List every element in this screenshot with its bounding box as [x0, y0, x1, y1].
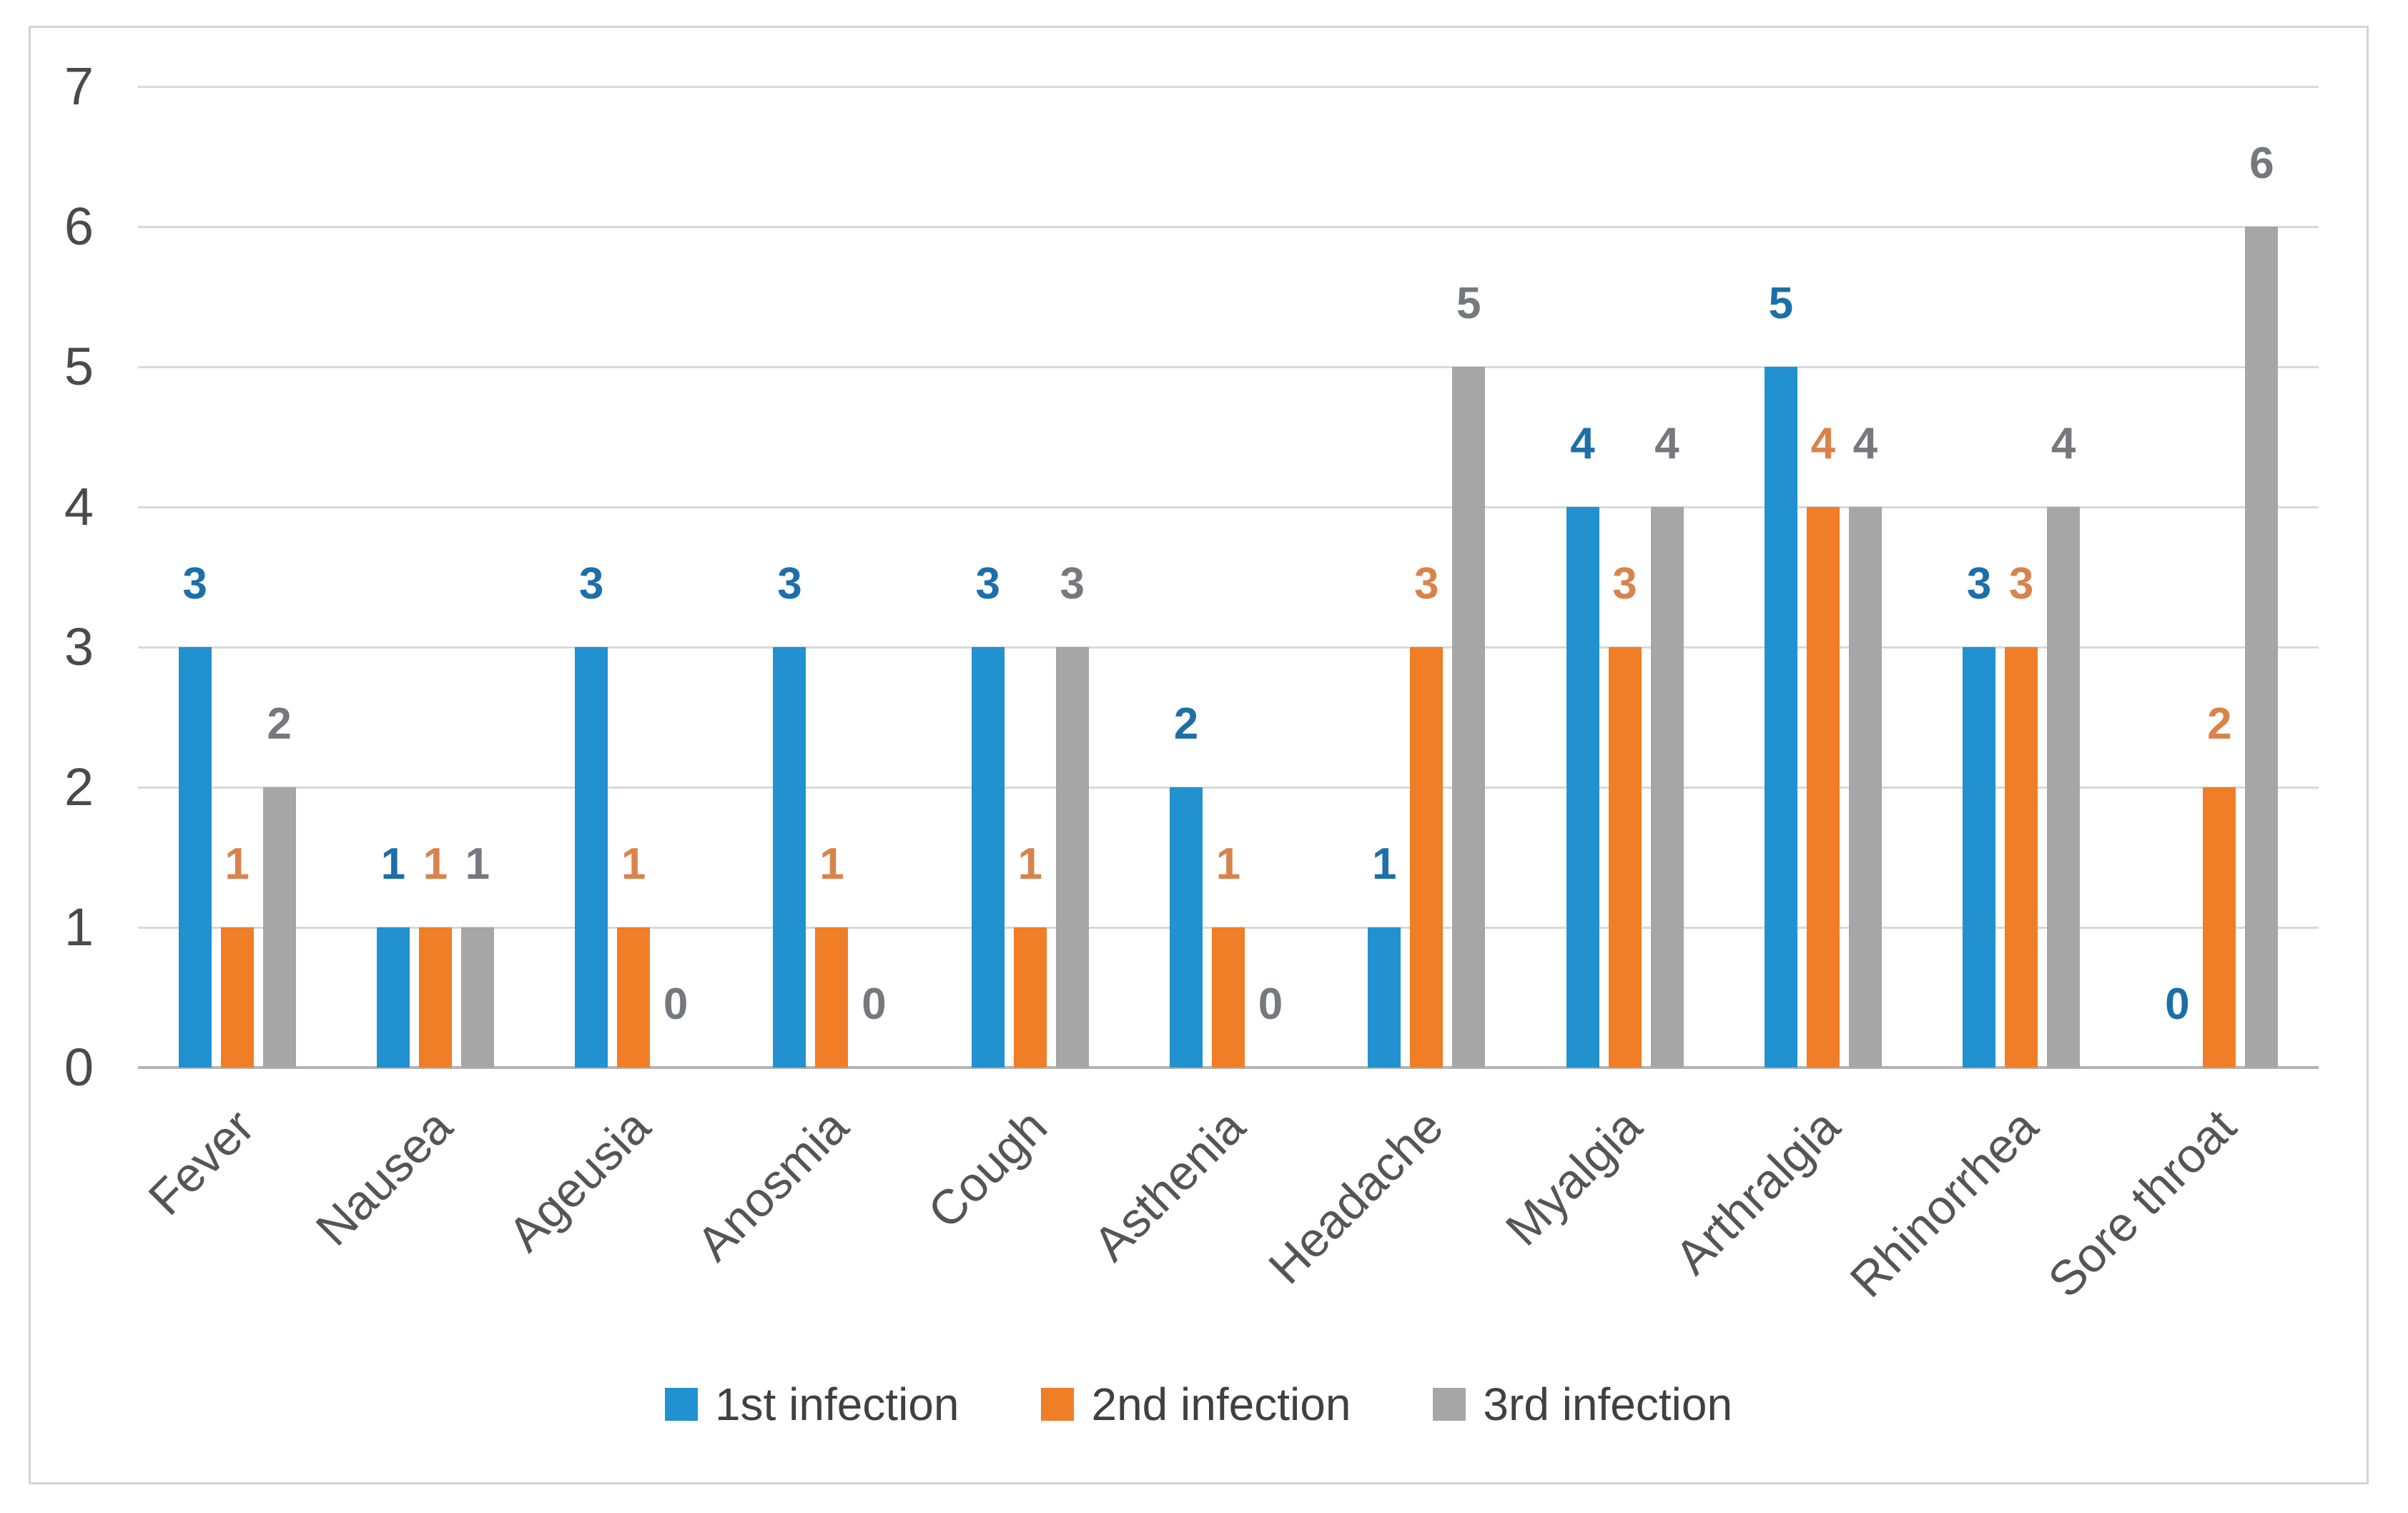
- bar-data-label: 1: [380, 839, 406, 889]
- bar-1st-infection-myalgia: [1566, 507, 1599, 1068]
- y-tick-label: 6: [64, 197, 94, 256]
- bar-3rd-infection-fever: [262, 787, 296, 1068]
- chart-frame: 0 1 2 3 4 5 6 7 3 1 2 Fever 1 1 1 Nausea 3 1 0 Ageusia 3 1 0 An…: [29, 26, 2369, 1484]
- bar-data-label: 3: [2008, 559, 2034, 608]
- bar-1st-infection-anosmia: [773, 647, 806, 1068]
- bar-data-label: 4: [1570, 419, 1595, 468]
- bar-data-label: 1: [1215, 839, 1241, 889]
- bar-data-label: 3: [1060, 559, 1085, 608]
- legend-item: 1st infection: [664, 1378, 959, 1431]
- bar-data-label: 1: [423, 839, 448, 889]
- bar-data-label: 0: [663, 980, 689, 1029]
- bar-data-label: 4: [1852, 419, 1878, 468]
- bar-1st-infection-asthenia: [1170, 787, 1203, 1068]
- legend-marker-icon: [664, 1388, 698, 1421]
- bar-1st-infection-nausea: [376, 927, 410, 1068]
- gridline: [138, 86, 2319, 88]
- bar-data-label: 1: [1372, 839, 1397, 889]
- bar-3rd-infection-rhinorrhea: [2047, 507, 2081, 1068]
- bar-data-label: 5: [1456, 279, 1481, 328]
- bar-data-label: 4: [1654, 419, 1679, 468]
- gridline: [138, 787, 2319, 789]
- bar-data-label: 4: [2051, 419, 2076, 468]
- bar-data-label: 0: [1258, 980, 1283, 1029]
- bar-data-label: 1: [224, 839, 250, 889]
- bar-3rd-infection-nausea: [460, 927, 494, 1068]
- legend-label: 2nd infection: [1091, 1379, 1351, 1430]
- y-tick-label: 7: [64, 56, 94, 116]
- bar-data-label: 3: [777, 559, 802, 608]
- bar-2nd-infection-anosmia: [815, 927, 849, 1068]
- legend-item: 2nd infection: [1041, 1378, 1351, 1431]
- bar-data-label: 3: [578, 559, 604, 608]
- bar-2nd-infection-asthenia: [1212, 927, 1245, 1068]
- bar-2nd-infection-cough: [1013, 927, 1047, 1068]
- bar-data-label: 1: [621, 839, 646, 889]
- bar-data-label: 3: [1966, 559, 1992, 608]
- x-axis-line: [138, 1066, 2319, 1069]
- bar-data-label: 1: [819, 839, 844, 889]
- bar-data-label: 2: [2207, 699, 2232, 749]
- gridline: [138, 226, 2319, 228]
- bar-3rd-infection-sore-throat: [2245, 227, 2279, 1068]
- legend-marker-icon: [1041, 1388, 1075, 1421]
- bar-3rd-infection-arthralgia: [1848, 507, 1882, 1068]
- legend-label: 3rd infection: [1483, 1379, 1733, 1430]
- bar-data-label: 3: [1612, 559, 1637, 608]
- legend-item: 3rd infection: [1433, 1378, 1732, 1431]
- y-tick-label: 1: [64, 897, 94, 957]
- bar-2nd-infection-nausea: [418, 927, 452, 1068]
- bar-data-label: 2: [1173, 699, 1199, 749]
- bar-2nd-infection-fever: [220, 927, 254, 1068]
- bar-data-label: 5: [1768, 279, 1794, 328]
- bar-data-label: 3: [1414, 559, 1439, 608]
- bar-data-label: 2: [267, 699, 292, 749]
- bar-1st-infection-cough: [971, 647, 1005, 1068]
- legend-marker-icon: [1433, 1388, 1466, 1421]
- bar-1st-infection-headache: [1368, 927, 1401, 1068]
- gridline: [138, 366, 2319, 368]
- bar-data-label: 0: [2165, 980, 2190, 1029]
- bar-2nd-infection-ageusia: [617, 927, 651, 1068]
- bar-2nd-infection-arthralgia: [1806, 507, 1840, 1068]
- bar-1st-infection-ageusia: [575, 647, 608, 1068]
- bar-1st-infection-rhinorrhea: [1963, 647, 1996, 1068]
- y-tick-label: 3: [64, 617, 94, 676]
- legend-label: 1st infection: [714, 1379, 959, 1430]
- bar-3rd-infection-myalgia: [1650, 507, 1684, 1068]
- y-tick-label: 5: [64, 337, 94, 396]
- bar-3rd-infection-cough: [1055, 647, 1089, 1068]
- bar-data-label: 1: [465, 839, 490, 889]
- y-tick-label: 0: [64, 1038, 94, 1097]
- bar-data-label: 1: [1017, 839, 1042, 889]
- bar-3rd-infection-headache: [1452, 367, 1486, 1068]
- gridline: [138, 506, 2319, 508]
- bar-data-label: 4: [1810, 419, 1836, 468]
- bar-2nd-infection-sore-throat: [2203, 787, 2236, 1068]
- bar-data-label: 3: [975, 559, 1000, 608]
- legend: 1st infection 2nd infection 3rd infection: [31, 1376, 2367, 1433]
- bar-2nd-infection-headache: [1410, 647, 1444, 1068]
- bar-1st-infection-arthralgia: [1764, 367, 1797, 1068]
- bar-data-label: 6: [2249, 139, 2274, 188]
- y-tick-label: 4: [64, 477, 94, 536]
- bar-data-label: 3: [182, 559, 207, 608]
- y-tick-label: 2: [64, 757, 94, 817]
- gridline: [138, 646, 2319, 649]
- bar-2nd-infection-rhinorrhea: [2005, 647, 2038, 1068]
- bar-1st-infection-fever: [178, 647, 212, 1068]
- bar-2nd-infection-myalgia: [1608, 647, 1642, 1068]
- bar-data-label: 0: [862, 980, 887, 1029]
